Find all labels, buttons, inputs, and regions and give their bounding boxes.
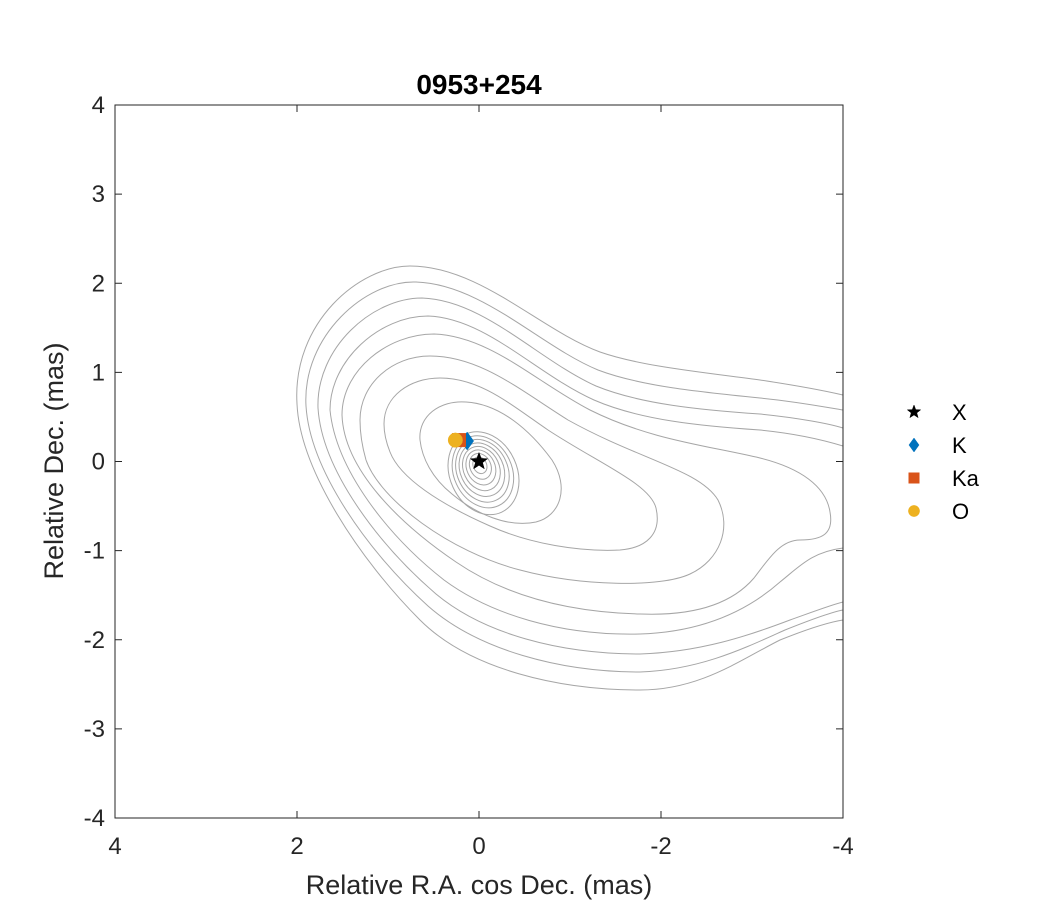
x-tick-label: 0 [472,833,485,860]
contour-line [329,315,843,447]
contour-line [383,377,658,551]
x-tick-label: 4 [108,833,121,860]
y-tick-label: 1 [92,359,105,386]
legend-marker-o [908,505,920,517]
x-tick-label: -4 [832,833,853,860]
chart-title: 0953+254 [416,69,542,100]
legend-label-x: X [952,400,967,425]
contour-line [419,401,562,524]
contour-line [461,445,501,492]
contour-line [341,333,832,615]
y-tick-labels: 4 3 2 1 0 -1 -2 -3 -4 [84,92,105,832]
y-tick-label: 2 [92,270,105,297]
contour-layer [296,265,843,691]
legend-label-o: O [952,499,969,524]
contour-line [359,355,725,584]
legend-marker-k [908,437,920,453]
y-tick-label: -1 [84,538,105,565]
contour-line [317,297,843,429]
y-axis-label: Relative Dec. (mas) [39,342,69,579]
y-tick-label: 3 [92,181,105,208]
contour-line [296,403,843,691]
y-tick-label: 4 [92,92,105,119]
x-tick-labels: 4 2 0 -2 -4 [108,833,853,860]
y-tick-label: -3 [84,716,105,743]
legend-marker-ka [908,472,920,484]
legend-marker-x [906,404,922,419]
contour-line [296,265,843,405]
points-layer [447,431,489,470]
data-point-o [447,432,463,448]
contour-line [468,452,492,480]
contour-line [305,281,843,411]
data-point-x [469,451,489,470]
y-tick-label: -2 [84,627,105,654]
contour-line [465,449,497,486]
contour-line [305,405,843,673]
contour-line [317,407,843,655]
inner-contours [447,431,520,516]
x-axis-label: Relative R.A. cos Dec. (mas) [306,870,653,900]
ticks-layer [114,104,844,819]
y-tick-label: -4 [84,805,105,832]
contour-line [329,409,843,635]
x-tick-label: 2 [290,833,303,860]
x-tick-label: -2 [650,833,671,860]
y-tick-label: 0 [92,449,105,476]
legend-label-ka: Ka [952,466,980,491]
legend: XK Ka O [906,400,980,524]
legend-label-k: K [952,433,967,458]
